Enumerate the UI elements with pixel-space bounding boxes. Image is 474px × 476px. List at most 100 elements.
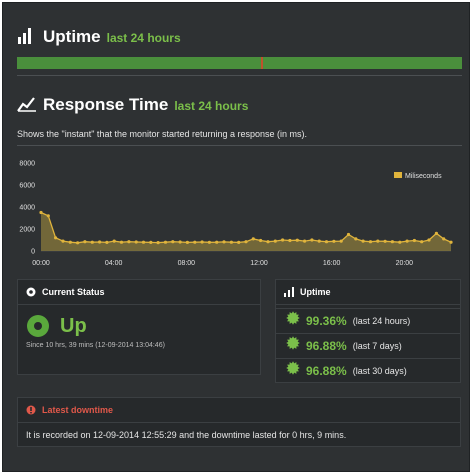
data-point	[259, 238, 263, 243]
status-value: Up	[60, 314, 87, 337]
data-point	[134, 240, 138, 244]
data-point	[361, 239, 365, 243]
monitor-panel: Uptime last 24 hours Response Time last …	[2, 2, 470, 472]
uptime-burst-icon	[276, 336, 300, 355]
data-point	[398, 240, 402, 244]
uptime-percent: 96.88%	[306, 363, 347, 378]
uptime-panel: Uptime 99.36% (last 24 hours) 96.88% (la…	[275, 279, 461, 383]
status-indicator: Up	[26, 314, 87, 338]
data-point	[112, 239, 116, 243]
data-point	[332, 239, 336, 243]
legend-swatch	[394, 172, 402, 178]
data-point	[156, 241, 160, 245]
data-point	[346, 232, 351, 237]
uptime-percent: 99.36%	[306, 313, 347, 328]
latest-downtime-text: It is recorded on 12-09-2014 12:55:29 an…	[26, 430, 347, 440]
data-point	[244, 240, 248, 244]
data-point	[339, 239, 343, 243]
uptime-burst-icon	[276, 311, 300, 330]
x-tick-label: 08:00	[178, 260, 196, 267]
latest-downtime-panel: Latest downtime It is recorded on 12-09-…	[17, 397, 461, 447]
data-point	[127, 240, 131, 244]
data-point	[141, 240, 146, 244]
latest-downtime-header: Latest downtime	[18, 398, 460, 423]
x-tick-label: 16:00	[323, 260, 341, 267]
data-point	[105, 240, 109, 244]
uptime-title: Uptime	[43, 27, 101, 46]
divider	[17, 75, 462, 76]
data-point	[281, 238, 285, 242]
uptime-row: 96.88% (last 30 days)	[276, 358, 460, 382]
bar-chart-icon	[284, 287, 294, 297]
uptime-row: 99.36% (last 24 hours)	[276, 308, 460, 332]
downtime-marker	[261, 57, 263, 69]
uptime-subtitle: last 24 hours	[106, 31, 181, 45]
data-point	[376, 239, 380, 243]
data-point	[420, 240, 424, 244]
y-tick-label: 4000	[19, 205, 35, 212]
data-point	[163, 240, 168, 244]
data-point	[354, 237, 358, 241]
uptime-period: (last 24 hours)	[352, 315, 411, 326]
uptime-burst-icon	[276, 361, 300, 380]
legend-label: Miliseconds	[405, 173, 442, 180]
data-point	[310, 238, 314, 242]
data-point	[427, 238, 431, 242]
data-point	[46, 214, 50, 218]
data-point	[434, 231, 438, 235]
data-point	[390, 240, 394, 244]
y-tick-label: 2000	[19, 227, 35, 234]
data-point	[149, 240, 153, 244]
uptime-period: (last 30 days)	[352, 365, 407, 376]
data-point	[200, 240, 204, 244]
data-point	[119, 240, 124, 244]
status-since: Since 10 hrs, 39 mins (12-09-2014 13:04:…	[26, 342, 165, 349]
current-status-title: Current Status	[42, 287, 105, 297]
y-tick-label: 6000	[19, 183, 35, 190]
uptime-heading: Uptime last 24 hours	[43, 27, 181, 47]
response-line	[40, 211, 452, 244]
data-point	[98, 240, 102, 244]
uptime-row: 96.88% (last 7 days)	[276, 333, 460, 357]
response-area	[41, 212, 451, 251]
data-point	[295, 238, 299, 242]
data-point	[83, 240, 87, 244]
alert-circle-icon	[26, 405, 36, 415]
data-point	[54, 236, 58, 240]
current-status-panel: Current Status Up Since 10 hrs, 39 mins …	[17, 279, 261, 375]
data-point	[68, 240, 72, 244]
data-point	[324, 240, 329, 244]
current-status-header: Current Status	[18, 280, 260, 305]
data-point	[229, 240, 233, 244]
y-tick-label: 8000	[19, 161, 35, 168]
data-point	[171, 240, 175, 244]
data-point	[237, 240, 241, 244]
status-up-icon	[27, 315, 49, 337]
data-point	[442, 237, 446, 241]
response-title: Response Time	[43, 95, 169, 114]
response-description: Shows the "instant" that the monitor sta…	[17, 129, 308, 139]
data-point	[251, 237, 255, 241]
uptime-panel-title: Uptime	[300, 287, 331, 297]
response-time-chart: 0 2000 4000 6000 8000 00:00 04:00 08:00 12:00 16:…	[19, 161, 453, 267]
uptime-period: (last 7 days)	[352, 340, 402, 351]
data-point	[39, 210, 43, 215]
data-point	[288, 238, 292, 243]
bar-chart-icon	[18, 28, 31, 44]
data-point	[368, 240, 373, 244]
latest-downtime-title: Latest downtime	[42, 405, 114, 415]
data-point	[266, 240, 270, 244]
data-point	[449, 240, 453, 244]
data-point	[405, 239, 409, 243]
response-heading: Response Time last 24 hours	[43, 95, 248, 115]
data-point	[90, 240, 94, 244]
data-point	[76, 241, 80, 245]
data-point	[178, 240, 182, 244]
data-point	[207, 240, 211, 244]
data-point	[193, 240, 197, 244]
uptime-percent: 96.88%	[306, 338, 347, 353]
x-tick-label: 12:00	[250, 260, 268, 267]
data-point	[273, 239, 277, 243]
data-point	[317, 239, 321, 243]
data-point	[215, 240, 219, 244]
